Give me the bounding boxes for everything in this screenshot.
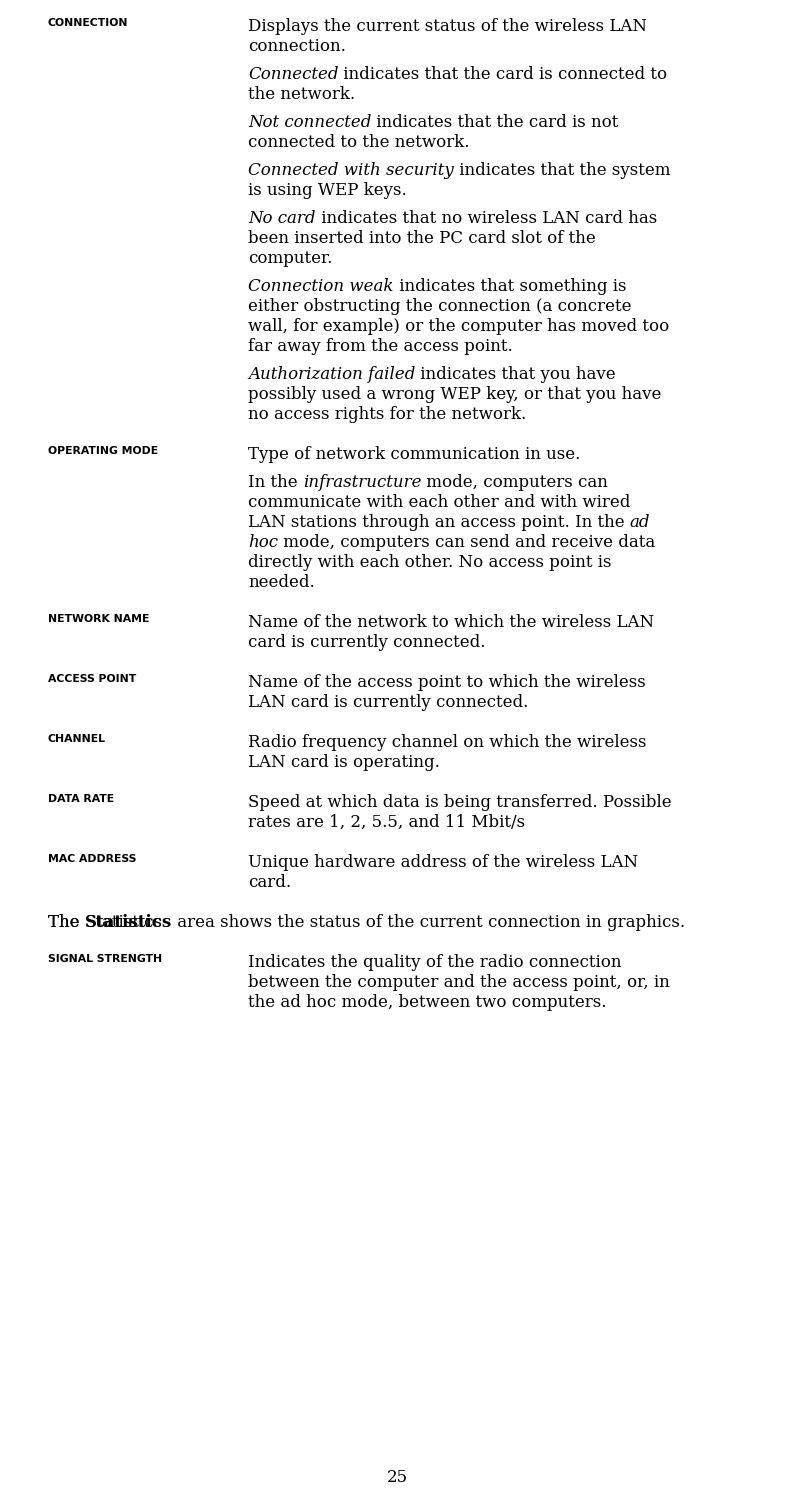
Text: NETWORK NAME: NETWORK NAME bbox=[48, 614, 149, 624]
Text: DATA RATE: DATA RATE bbox=[48, 793, 114, 804]
Text: indicates that you have: indicates that you have bbox=[415, 365, 616, 383]
Text: In the: In the bbox=[248, 475, 303, 491]
Text: computer.: computer. bbox=[248, 250, 333, 266]
Text: area shows the status of the current connection in graphics.: area shows the status of the current con… bbox=[172, 915, 685, 931]
Text: Not connected: Not connected bbox=[248, 114, 372, 132]
Text: Name of the access point to which the wireless: Name of the access point to which the wi… bbox=[248, 674, 646, 692]
Text: connection.: connection. bbox=[248, 37, 346, 55]
Text: Connection weak: Connection weak bbox=[248, 278, 394, 295]
Text: been inserted into the PC card slot of the: been inserted into the PC card slot of t… bbox=[248, 231, 596, 247]
Text: indicates that no wireless LAN card has: indicates that no wireless LAN card has bbox=[315, 210, 657, 228]
Text: Unique hardware address of the wireless LAN: Unique hardware address of the wireless … bbox=[248, 853, 638, 871]
Text: Statistics: Statistics bbox=[85, 915, 172, 931]
Text: the ad hoc mode, between two computers.: the ad hoc mode, between two computers. bbox=[248, 994, 607, 1010]
Text: communicate with each other and with wired: communicate with each other and with wir… bbox=[248, 494, 630, 510]
Text: is using WEP keys.: is using WEP keys. bbox=[248, 183, 407, 199]
Text: Authorization failed: Authorization failed bbox=[248, 365, 415, 383]
Text: Statistics: Statistics bbox=[85, 915, 163, 931]
Text: OPERATING MODE: OPERATING MODE bbox=[48, 446, 158, 457]
Text: ACCESS POINT: ACCESS POINT bbox=[48, 674, 137, 684]
Text: between the computer and the access point, or, in: between the computer and the access poin… bbox=[248, 975, 670, 991]
Text: SIGNAL STRENGTH: SIGNAL STRENGTH bbox=[48, 954, 162, 964]
Text: card.: card. bbox=[248, 874, 291, 891]
Text: indicates that the system: indicates that the system bbox=[453, 162, 670, 180]
Text: directly with each other. No access point is: directly with each other. No access poin… bbox=[248, 554, 611, 570]
Text: needed.: needed. bbox=[248, 573, 314, 591]
Text: indicates that the card is connected to: indicates that the card is connected to bbox=[338, 66, 668, 82]
Text: no access rights for the network.: no access rights for the network. bbox=[248, 406, 526, 424]
Text: far away from the access point.: far away from the access point. bbox=[248, 338, 513, 355]
Text: card is currently connected.: card is currently connected. bbox=[248, 635, 485, 651]
Text: either obstructing the connection (a concrete: either obstructing the connection (a con… bbox=[248, 298, 631, 314]
Text: Displays the current status of the wireless LAN: Displays the current status of the wirel… bbox=[248, 18, 647, 34]
Text: the network.: the network. bbox=[248, 85, 355, 103]
Text: Name of the network to which the wireless LAN: Name of the network to which the wireles… bbox=[248, 614, 654, 632]
Text: connected to the network.: connected to the network. bbox=[248, 135, 469, 151]
Text: LAN card is currently connected.: LAN card is currently connected. bbox=[248, 695, 528, 711]
Text: No card: No card bbox=[248, 210, 315, 228]
Text: indicates that the card is not: indicates that the card is not bbox=[372, 114, 619, 132]
Text: Type of network communication in use.: Type of network communication in use. bbox=[248, 446, 580, 463]
Text: possibly used a wrong WEP key, or that you have: possibly used a wrong WEP key, or that y… bbox=[248, 386, 661, 403]
Text: MAC ADDRESS: MAC ADDRESS bbox=[48, 853, 137, 864]
Text: LAN card is operating.: LAN card is operating. bbox=[248, 754, 440, 771]
Text: CHANNEL: CHANNEL bbox=[48, 734, 106, 744]
Text: Connected with security: Connected with security bbox=[248, 162, 453, 180]
Text: The: The bbox=[48, 915, 85, 931]
Text: Indicates the quality of the radio connection: Indicates the quality of the radio conne… bbox=[248, 954, 622, 972]
Text: indicates that something is: indicates that something is bbox=[394, 278, 626, 295]
Text: hoc: hoc bbox=[248, 534, 278, 551]
Text: Radio frequency channel on which the wireless: Radio frequency channel on which the wir… bbox=[248, 734, 646, 751]
Text: ad: ad bbox=[630, 513, 650, 531]
Text: Connected: Connected bbox=[248, 66, 338, 82]
Text: infrastructure: infrastructure bbox=[303, 475, 422, 491]
Text: The: The bbox=[48, 915, 85, 931]
Text: rates are 1, 2, 5.5, and 11 Mbit/s: rates are 1, 2, 5.5, and 11 Mbit/s bbox=[248, 814, 525, 831]
Text: mode, computers can send and receive data: mode, computers can send and receive dat… bbox=[278, 534, 655, 551]
Text: CONNECTION: CONNECTION bbox=[48, 18, 129, 28]
Text: Speed at which data is being transferred. Possible: Speed at which data is being transferred… bbox=[248, 793, 672, 811]
Text: LAN stations through an access point. In the: LAN stations through an access point. In… bbox=[248, 513, 630, 531]
Text: 25: 25 bbox=[387, 1469, 407, 1487]
Text: wall, for example) or the computer has moved too: wall, for example) or the computer has m… bbox=[248, 317, 669, 335]
Text: mode, computers can: mode, computers can bbox=[422, 475, 608, 491]
